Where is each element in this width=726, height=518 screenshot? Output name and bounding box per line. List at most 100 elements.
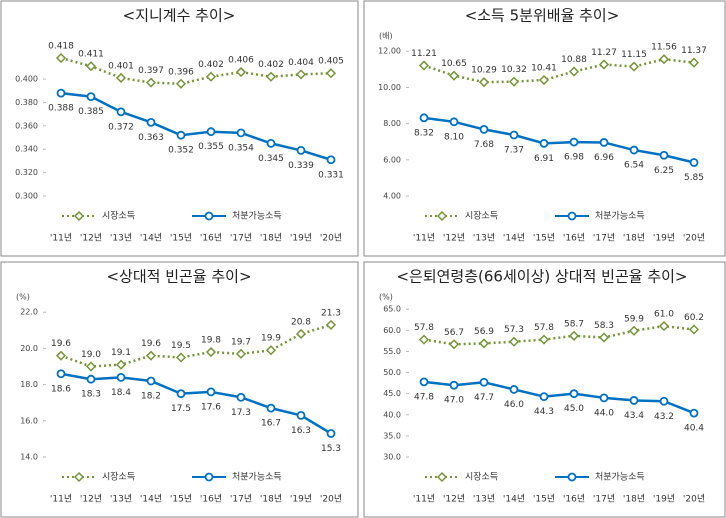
marker (658, 54, 670, 65)
marker (205, 71, 217, 82)
marker (265, 71, 277, 82)
marker (479, 125, 489, 134)
value-label: 6.25 (654, 166, 674, 176)
marker (569, 137, 579, 147)
value-label: 19.7 (231, 337, 251, 347)
marker (55, 350, 67, 361)
value-label: 0.352 (168, 146, 194, 156)
x-tick-label: '19년 (290, 233, 312, 244)
x-tick-label: '14년 (503, 494, 525, 505)
value-label: 8.32 (414, 128, 434, 138)
y-tick-label: 6.00 (383, 155, 401, 164)
value-label: 0.345 (258, 154, 284, 164)
marker (175, 78, 187, 89)
value-label: 11.21 (411, 49, 437, 59)
marker (176, 389, 186, 399)
marker (599, 393, 609, 403)
marker (146, 376, 156, 386)
x-tick-label: '14년 (140, 494, 162, 505)
marker (325, 68, 337, 79)
x-tick-label: '15년 (533, 233, 555, 244)
value-label: 15.3 (321, 444, 341, 454)
value-label: 16.3 (291, 426, 311, 436)
y-tick-label: 12.00 (378, 47, 401, 56)
x-tick-label: '20년 (320, 233, 342, 244)
marker (236, 392, 246, 402)
series-line (60, 91, 332, 161)
value-label: 58.7 (564, 319, 584, 329)
value-label: 59.9 (624, 314, 644, 324)
marker (598, 332, 610, 343)
value-label: 10.41 (531, 64, 557, 74)
value-label: 10.29 (471, 66, 497, 76)
marker (326, 155, 336, 165)
marker (56, 369, 66, 379)
series-line (423, 116, 695, 164)
value-label: 19.1 (111, 348, 131, 358)
value-label: 10.32 (501, 65, 527, 75)
marker (326, 429, 336, 438)
value-label: 17.3 (231, 408, 251, 418)
x-tick-label: '17년 (230, 494, 252, 505)
x-tick-label: '15년 (170, 233, 192, 244)
chart: <상대적 빈곤율 추이> (%) 14.0 16.0 18.0 20.0 22.0 '11년 '… (16, 268, 342, 505)
legend-label: 처분가능소득 (232, 210, 282, 222)
x-tick-label: '11년 (50, 494, 72, 505)
value-label: 0.396 (168, 67, 194, 77)
marker (205, 346, 217, 358)
y-tick-label: 16.0 (20, 416, 38, 425)
chart: <지니계수 추이> 0.300 0.320 0.340 0.360 0.380 0.400 '… (15, 7, 344, 244)
value-label: 56.7 (444, 328, 464, 338)
x-tick-label: '17년 (230, 233, 252, 244)
marker (146, 117, 156, 127)
y-tick-label: 60.0 (383, 326, 401, 335)
marker (145, 350, 157, 361)
legend-marker (204, 472, 214, 482)
x-tick-label: '12년 (80, 494, 102, 505)
marker (86, 374, 96, 384)
x-tick-label: '15년 (533, 494, 555, 505)
marker (658, 321, 670, 332)
y-tick-label: 8.00 (383, 119, 401, 128)
y-tick-label: 50.0 (383, 368, 401, 377)
value-label: 7.68 (474, 140, 494, 150)
marker (478, 77, 490, 88)
legend-label: 처분가능소득 (595, 210, 645, 222)
marker (236, 128, 246, 138)
value-label: 57.8 (414, 323, 434, 333)
x-tick-label: '19년 (653, 494, 675, 505)
chart-title: <상대적 빈곤율 추이> (106, 268, 251, 286)
marker (539, 392, 549, 402)
y-tick-label: 65.0 (383, 305, 401, 314)
x-tick-label: '16년 (563, 494, 585, 505)
y-tick-label: 14.0 (20, 453, 38, 462)
legend-label: 시장소득 (102, 472, 135, 483)
value-label: 20.8 (291, 317, 311, 327)
marker (56, 88, 66, 98)
value-label: 0.339 (288, 161, 314, 171)
x-tick-label: '13년 (473, 233, 495, 244)
marker (509, 385, 519, 394)
x-tick-label: '18년 (623, 494, 645, 505)
panel-frame (0, 261, 359, 518)
x-tick-label: '18년 (260, 233, 282, 244)
marker (629, 396, 639, 405)
x-tick-label: '11년 (413, 494, 435, 505)
value-label: 10.65 (441, 59, 467, 69)
value-label: 11.27 (591, 48, 617, 58)
series-line (423, 380, 695, 415)
marker (478, 338, 490, 349)
marker (569, 389, 579, 399)
marker (568, 66, 580, 77)
x-tick-label: '14년 (140, 233, 162, 244)
value-label: 5.85 (684, 173, 704, 183)
value-label: 0.406 (228, 56, 254, 66)
marker (85, 361, 97, 372)
marker (295, 328, 307, 340)
value-label: 0.405 (318, 57, 344, 67)
marker (689, 158, 699, 167)
marker (418, 60, 430, 71)
value-label: 0.397 (138, 66, 164, 76)
unit-label: (배) (379, 32, 393, 41)
x-tick-label: '12년 (80, 233, 102, 244)
